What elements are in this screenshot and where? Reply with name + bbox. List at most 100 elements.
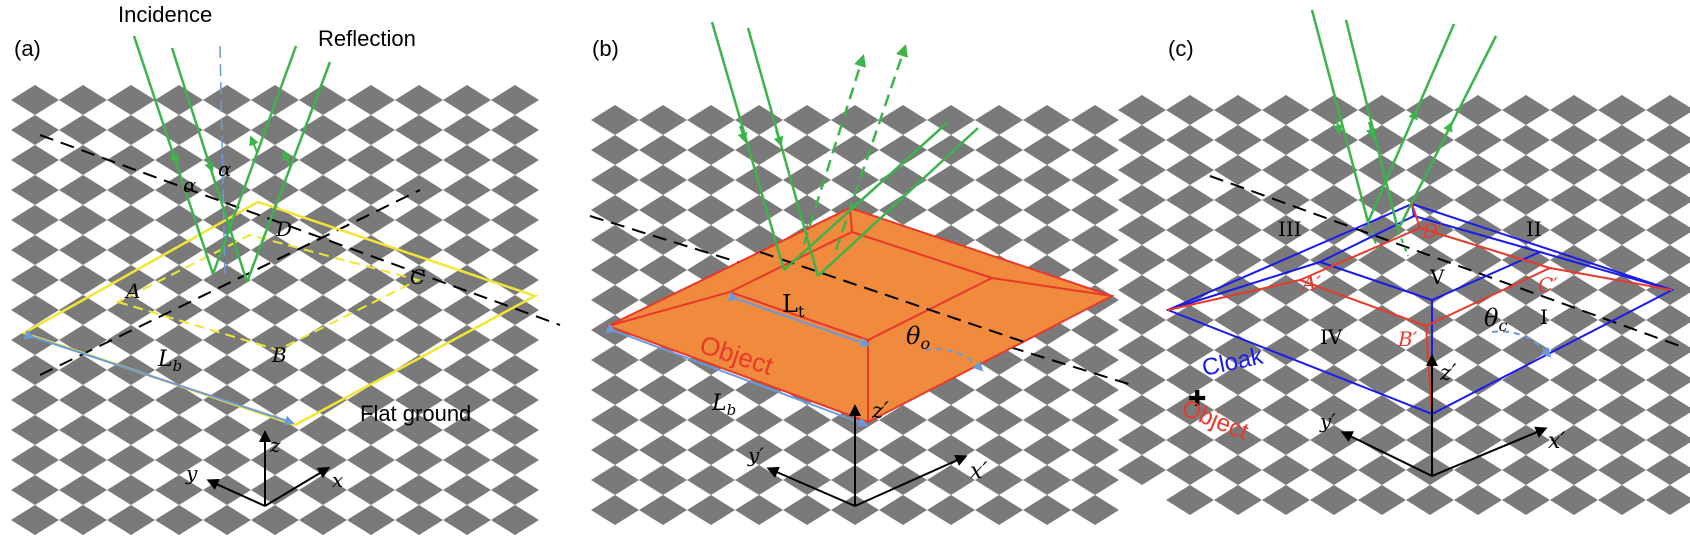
ground-tile xyxy=(1118,245,1166,275)
ground-tile xyxy=(1166,305,1214,335)
reflection-label: Reflection xyxy=(318,26,416,51)
ground-tile xyxy=(395,295,443,325)
ground-tile xyxy=(1358,245,1406,275)
ground-tile xyxy=(395,85,443,115)
theta-o-label: θo xyxy=(906,322,930,353)
ground-tile xyxy=(927,135,975,165)
ground-tile xyxy=(11,175,59,205)
ground-tile xyxy=(1454,395,1502,425)
ground-tile xyxy=(879,105,927,135)
theta-c-label: θc xyxy=(1484,304,1507,335)
reflected-arrowhead-1 xyxy=(1408,109,1418,127)
ground-tile xyxy=(927,165,975,195)
ground-tile xyxy=(347,325,395,355)
ground-tile xyxy=(107,415,155,445)
ground-tile xyxy=(1262,275,1310,305)
ground-tile xyxy=(1118,125,1166,155)
ground-tile xyxy=(1262,455,1310,485)
ground-tile xyxy=(1358,425,1406,455)
ground-tile xyxy=(1310,155,1358,185)
ground-tile xyxy=(155,295,203,325)
ground-tile xyxy=(1406,155,1454,185)
ground-tile xyxy=(1406,425,1454,455)
reflected-arrowhead-2 xyxy=(282,149,292,167)
ground-tile xyxy=(1406,485,1454,515)
ground-tile xyxy=(687,135,735,165)
ground-tile xyxy=(107,505,155,535)
ground-tile xyxy=(107,235,155,265)
ground-tile xyxy=(1214,305,1262,335)
ground-tile xyxy=(1071,165,1119,195)
ground-tile xyxy=(591,435,639,465)
panel-a-tag: (a) xyxy=(14,36,41,61)
ground-tile xyxy=(59,415,107,445)
ground-tile xyxy=(347,445,395,475)
ground-tile xyxy=(11,445,59,475)
ground-tile xyxy=(155,505,203,535)
ground-tile xyxy=(395,325,443,355)
ground-tile xyxy=(1646,425,1690,455)
ground-tile xyxy=(1550,245,1598,275)
ground-tile xyxy=(443,235,491,265)
ground-tile xyxy=(299,295,347,325)
ground-tile xyxy=(591,285,639,315)
ground-tile xyxy=(395,385,443,415)
ground-tile xyxy=(1310,485,1358,515)
ground-tile xyxy=(1358,455,1406,485)
ground-tile xyxy=(491,265,539,295)
ground-tile xyxy=(639,195,687,225)
ground-tile xyxy=(155,85,203,115)
ground-tile xyxy=(59,175,107,205)
ground-tile xyxy=(735,135,783,165)
object-edge-3 xyxy=(1549,267,1673,291)
ground-tile xyxy=(251,505,299,535)
axis-x-line xyxy=(854,454,968,507)
ground-tile xyxy=(1454,305,1502,335)
ground-tile xyxy=(1262,425,1310,455)
ground-tile xyxy=(155,235,203,265)
ground-tile xyxy=(735,195,783,225)
ground-tile xyxy=(395,355,443,385)
ground-tile xyxy=(299,145,347,175)
object-edge-4 xyxy=(1411,203,1421,229)
ground-tile xyxy=(735,465,783,495)
incidence-label: Incidence xyxy=(118,2,212,27)
ground-tile xyxy=(1310,335,1358,365)
ground-tile xyxy=(1166,395,1214,425)
ground-tile xyxy=(491,445,539,475)
ground-tile xyxy=(11,415,59,445)
ground-tile xyxy=(1166,125,1214,155)
ground-tile xyxy=(347,505,395,535)
ground-tile xyxy=(1071,375,1119,405)
ground-tile xyxy=(591,375,639,405)
ground-dash-line xyxy=(589,215,1136,387)
ground-tile xyxy=(107,475,155,505)
ground-tile xyxy=(1598,245,1646,275)
ground-tile xyxy=(735,435,783,465)
ground-tile xyxy=(443,475,491,505)
ground-tile xyxy=(1598,395,1646,425)
ground-tile xyxy=(395,115,443,145)
ground-tile xyxy=(11,385,59,415)
ground-tile xyxy=(155,415,203,445)
axis-z-label: z′ xyxy=(1439,361,1457,386)
ground-tile xyxy=(1310,365,1358,395)
ground-tile xyxy=(347,145,395,175)
alpha-label-1: α xyxy=(183,173,197,197)
ground-tile xyxy=(1598,485,1646,515)
ground-tile xyxy=(1214,455,1262,485)
ground-tile xyxy=(11,205,59,235)
ground-tile xyxy=(879,495,927,525)
ground-tile xyxy=(1166,425,1214,455)
ground-tile xyxy=(1118,155,1166,185)
ground-tile xyxy=(687,165,735,195)
ground-tile xyxy=(1071,435,1119,465)
ground-tile xyxy=(1310,215,1358,245)
ground-tile xyxy=(1310,95,1358,125)
corner-c-label: C′ xyxy=(1538,273,1558,297)
ground-tile xyxy=(395,475,443,505)
ground-tile xyxy=(251,295,299,325)
ground-tile xyxy=(347,385,395,415)
incident-arrowhead-1 xyxy=(1332,117,1343,135)
